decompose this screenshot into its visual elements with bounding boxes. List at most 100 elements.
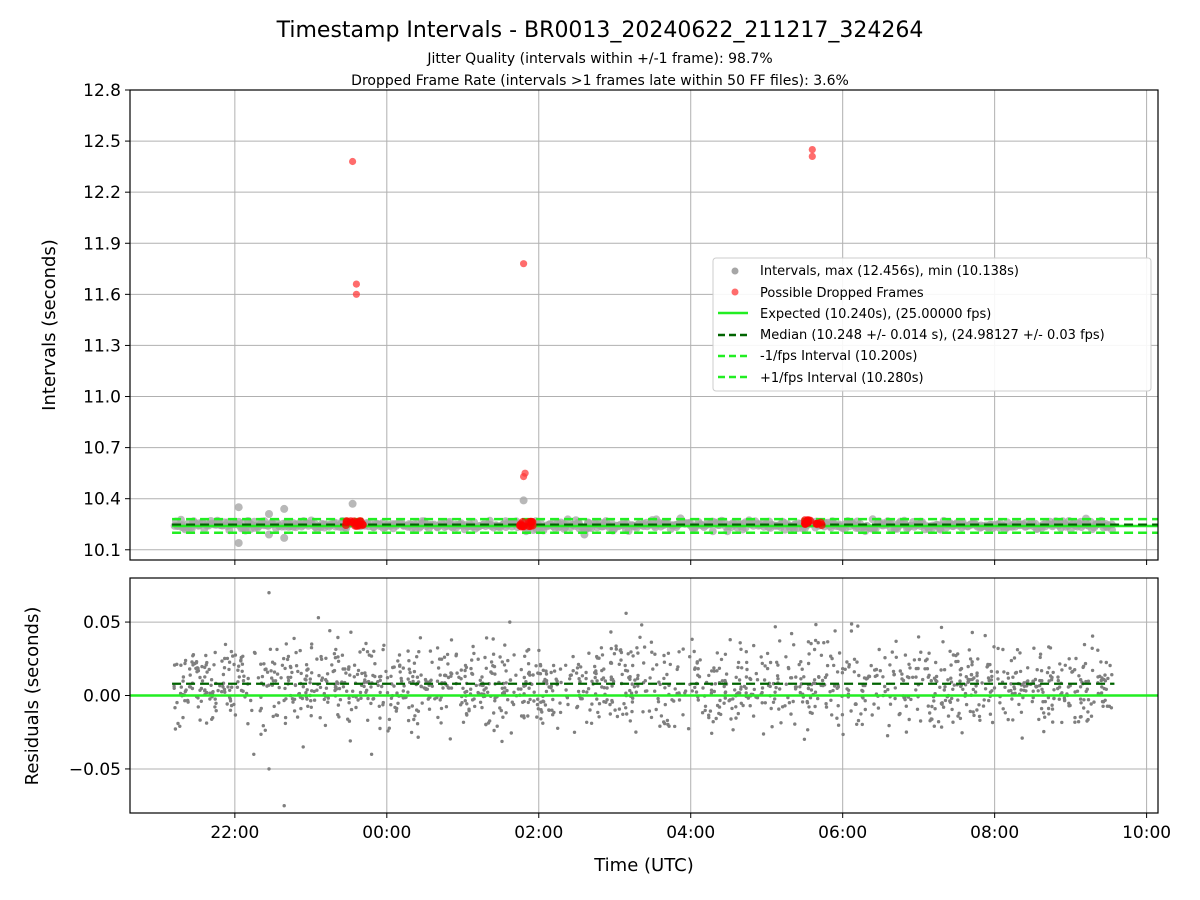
residual-point xyxy=(398,663,402,667)
residual-point xyxy=(179,685,183,689)
residual-point xyxy=(183,699,187,703)
residual-point xyxy=(204,653,208,658)
residual-point xyxy=(977,703,981,707)
top-x-ticks xyxy=(234,560,1148,565)
residual-point xyxy=(1086,710,1090,714)
residual-point xyxy=(831,688,835,693)
residual-point xyxy=(1082,698,1086,702)
residual-point xyxy=(416,709,421,713)
residual-point xyxy=(958,673,963,677)
residual-point xyxy=(465,689,469,694)
residual-point xyxy=(373,662,377,666)
x-axis-label: Time (UTC) xyxy=(593,855,694,876)
residual-point xyxy=(754,671,758,676)
residual-point xyxy=(568,677,572,681)
residual-point xyxy=(512,653,516,657)
residual-point xyxy=(738,691,742,695)
residual-point xyxy=(605,698,609,702)
residual-point xyxy=(1062,698,1067,702)
residual-point xyxy=(779,721,783,725)
residual-point xyxy=(998,701,1002,705)
residual-point xyxy=(623,668,628,673)
residual-point xyxy=(428,680,432,684)
residual-point xyxy=(558,701,562,705)
residual-point xyxy=(230,685,234,689)
residual-point xyxy=(1077,674,1081,678)
residual-point xyxy=(617,707,622,711)
residual-point xyxy=(1100,685,1104,689)
residual-point xyxy=(263,667,267,672)
residual-point xyxy=(600,677,604,682)
residual-point xyxy=(216,688,220,693)
bottom-series xyxy=(130,591,1158,808)
residual-point xyxy=(334,647,338,652)
residual-point xyxy=(1099,660,1103,664)
residual-point xyxy=(939,725,944,729)
residual-point xyxy=(478,700,483,704)
residual-point xyxy=(865,676,870,680)
residual-point xyxy=(223,690,227,694)
residual-point xyxy=(717,711,721,716)
x-tick-label: 04:00 xyxy=(666,823,715,843)
residual-point xyxy=(537,648,541,653)
residual-point xyxy=(320,676,325,680)
residual-point xyxy=(196,705,200,709)
legend-label-intervals: Intervals, max (12.456s), min (10.138s) xyxy=(760,264,1019,279)
residual-point xyxy=(309,714,313,718)
residual-point xyxy=(1037,717,1041,722)
residual-point xyxy=(934,660,938,665)
residual-point xyxy=(213,697,217,701)
residual-point xyxy=(806,686,811,691)
residual-point xyxy=(954,653,958,658)
residual-point xyxy=(701,686,705,690)
residual-point xyxy=(549,670,553,675)
top-y-tick-label: 10.7 xyxy=(83,439,121,459)
residual-point xyxy=(1045,670,1050,675)
residual-point xyxy=(631,663,635,668)
residual-point xyxy=(241,679,246,683)
residual-point xyxy=(503,686,507,690)
residual-point xyxy=(590,702,594,706)
residual-point xyxy=(748,704,752,708)
interval-outlier-point xyxy=(348,499,357,508)
residual-point xyxy=(532,699,536,703)
residual-point xyxy=(367,653,371,657)
residual-point xyxy=(233,653,238,657)
residual-point xyxy=(876,706,881,710)
residual-point xyxy=(602,686,606,690)
residual-point xyxy=(463,699,467,703)
residual-point xyxy=(385,691,390,695)
residual-point xyxy=(472,651,476,656)
residual-point xyxy=(898,669,902,673)
residual-point xyxy=(625,712,629,716)
residual-point xyxy=(707,673,711,678)
residual-point xyxy=(361,647,366,652)
residual-outlier-point xyxy=(624,611,628,615)
residual-point xyxy=(996,646,1000,651)
residual-point xyxy=(478,678,482,682)
dropped-frame-point xyxy=(349,157,357,166)
residual-point xyxy=(492,711,496,715)
residual-point xyxy=(787,666,791,671)
residual-outlier-point xyxy=(316,616,321,620)
residual-point xyxy=(609,630,613,634)
residual-point xyxy=(730,706,734,711)
residual-point xyxy=(1057,697,1062,701)
residual-point xyxy=(1040,687,1044,691)
residual-point xyxy=(789,712,793,716)
residual-point xyxy=(792,643,796,647)
residual-point xyxy=(982,698,986,702)
x-tick-label: 06:00 xyxy=(818,823,867,843)
residual-point xyxy=(929,679,933,683)
residual-point xyxy=(1075,689,1080,693)
residual-point xyxy=(227,660,232,664)
residual-point xyxy=(847,665,851,669)
residual-point xyxy=(992,686,997,690)
residual-point xyxy=(310,689,314,693)
residual-point xyxy=(558,710,563,715)
x-tick-label: 08:00 xyxy=(970,823,1019,843)
residual-point xyxy=(602,700,606,704)
residual-point xyxy=(279,676,283,680)
residual-point xyxy=(653,652,657,656)
residual-point xyxy=(888,702,893,706)
